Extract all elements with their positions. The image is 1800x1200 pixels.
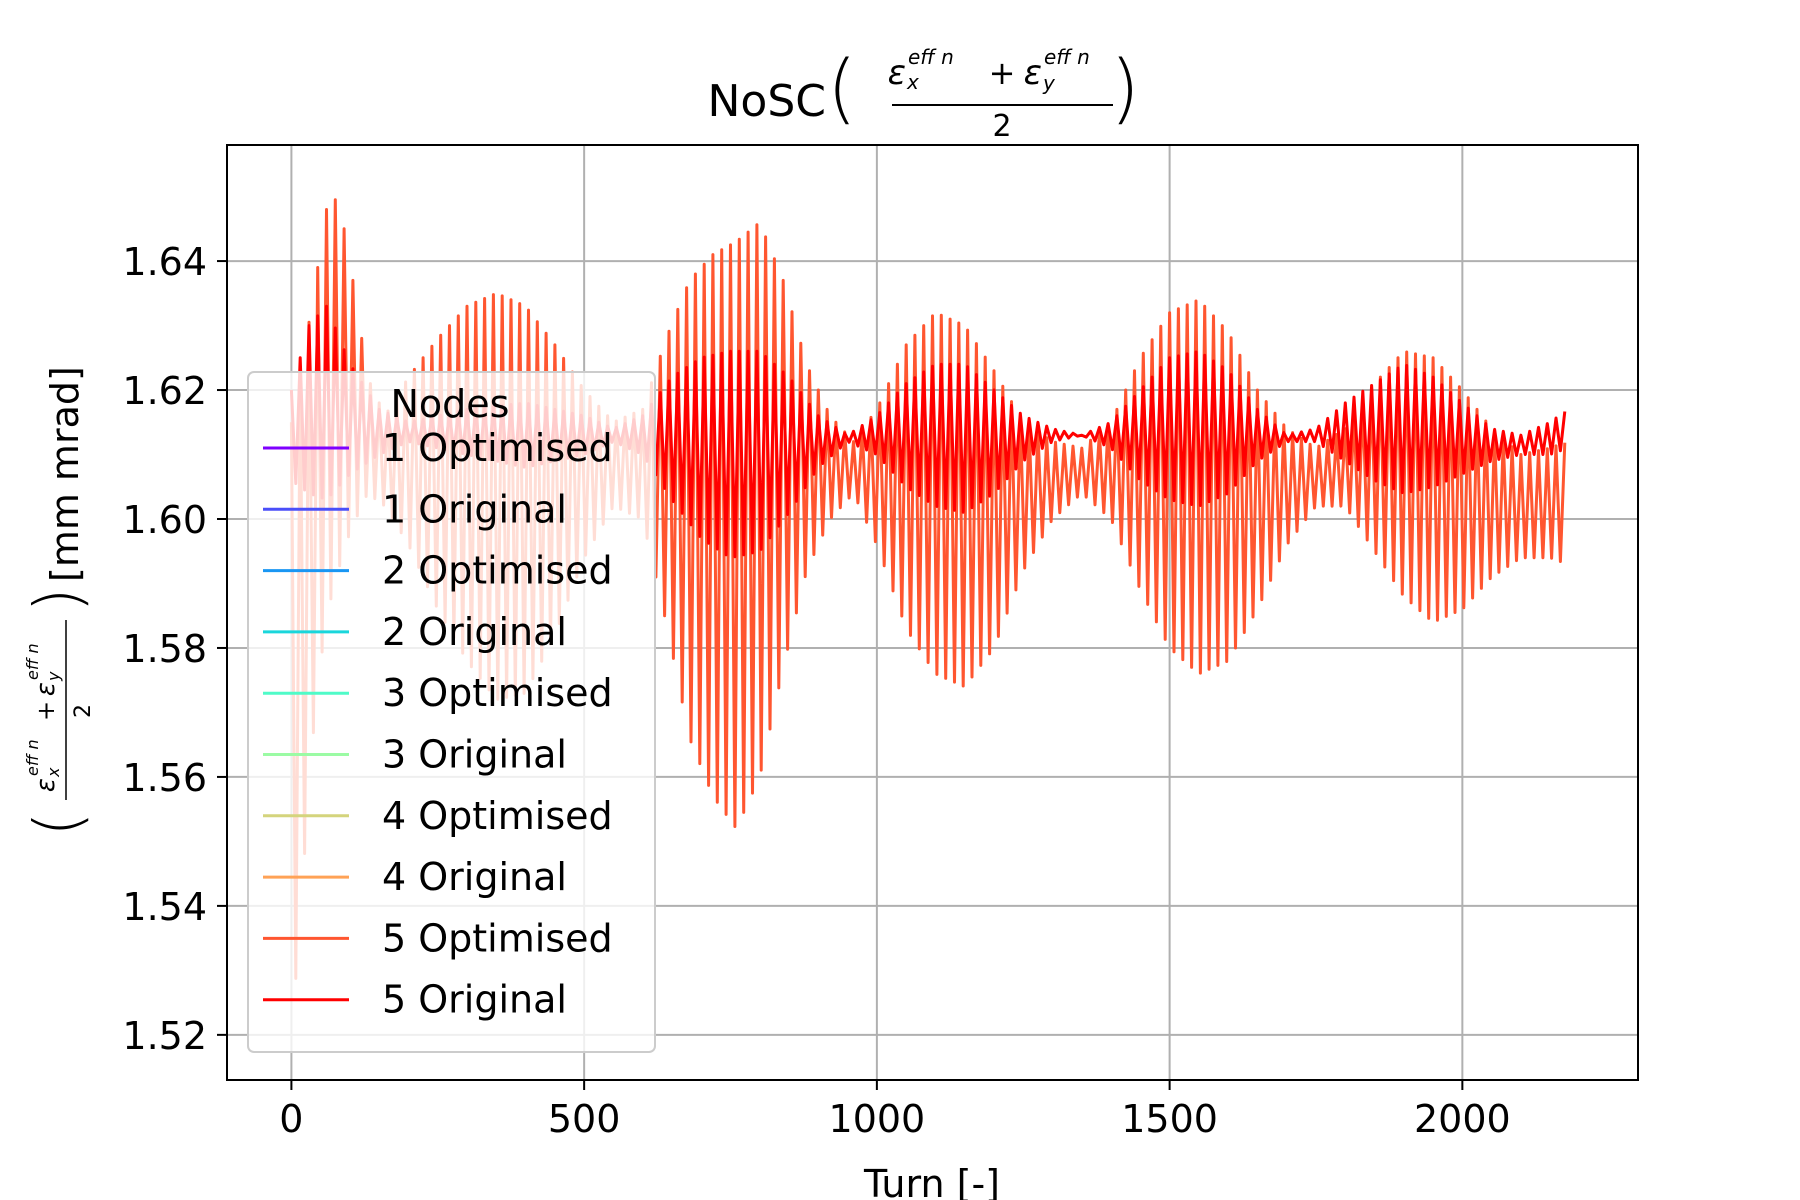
- x-axis: 0 500 1000 1500 2000: [279, 1080, 1511, 1141]
- x-tick-label: 1500: [1121, 1097, 1218, 1141]
- ylabel-open-paren: (: [22, 812, 96, 837]
- y-tick-label: 1.64: [122, 240, 207, 284]
- legend-entry: 5 Optimised: [263, 916, 613, 960]
- legend-label: 1 Original: [382, 487, 567, 531]
- y-tick-label: 1.52: [122, 1014, 207, 1058]
- title-sub-y: y: [1042, 71, 1056, 95]
- ylabel-sup-x: eff n: [23, 739, 42, 776]
- title-denominator: 2: [992, 109, 1011, 144]
- legend-entry: 3 Original: [263, 733, 567, 777]
- title-sup-y: eff n: [1044, 45, 1090, 69]
- chart-title: NoSC ( ε x eff n + ε y eff n 2 ): [708, 43, 1140, 144]
- y-tick-label: 1.62: [122, 369, 207, 413]
- x-tick-label: 2000: [1414, 1097, 1511, 1141]
- legend-entry: 2 Optimised: [263, 549, 613, 593]
- legend-entry: 2 Original: [263, 610, 567, 654]
- legend-label: 5 Optimised: [382, 916, 613, 960]
- ylabel-sub-y: y: [44, 671, 63, 682]
- y-tick-label: 1.58: [122, 627, 207, 671]
- legend-entry: 1 Optimised: [263, 426, 613, 470]
- legend-label: 2 Optimised: [382, 549, 613, 593]
- axes-frame: [226, 144, 1639, 1081]
- title-open-paren: (: [827, 43, 857, 132]
- ylabel-sup-y: eff n: [23, 643, 42, 680]
- legend-title: Nodes: [391, 382, 510, 426]
- title-numerator: ε x eff n + ε y eff n: [888, 45, 1090, 95]
- title-eps-y: ε: [1024, 53, 1042, 93]
- legend-label: 3 Original: [382, 733, 567, 777]
- legend-entry: 1 Original: [263, 487, 567, 531]
- legend-entry: 5 Original: [263, 978, 567, 1022]
- legend-label: 2 Original: [382, 610, 567, 654]
- legend-label: 4 Optimised: [382, 794, 613, 838]
- y-tick-label: 1.56: [122, 756, 207, 800]
- legend-label: 4 Original: [382, 855, 567, 899]
- legend: Nodes 1 Optimised 1 Original 2 Optimised 2 …: [247, 371, 656, 1053]
- y-tick-label: 1.60: [122, 498, 207, 542]
- ylabel-denominator: 2: [71, 704, 96, 718]
- y-axis: 1.52 1.54 1.56 1.58 1.60 1.62 1.64: [122, 240, 227, 1058]
- ylabel-plus: +: [32, 701, 60, 721]
- title-sup-x: eff n: [908, 45, 954, 69]
- legend-box: [247, 371, 656, 1053]
- legend-entry: 3 Optimised: [263, 671, 613, 715]
- ylabel-eps-y: ε: [31, 682, 61, 696]
- ylabel-unit: [mm mrad]: [43, 366, 87, 582]
- legend-entry: 4 Optimised: [263, 794, 613, 838]
- y-tick-label: 1.54: [122, 885, 207, 929]
- title-eps-x: ε: [888, 53, 906, 93]
- x-tick-label: 500: [548, 1097, 621, 1141]
- x-tick-label: 1000: [829, 1097, 926, 1141]
- title-close-paren: ): [1110, 43, 1140, 132]
- legend-entry: 4 Original: [263, 855, 567, 899]
- legend-label: 5 Original: [382, 978, 567, 1022]
- x-axis-label: Turn [-]: [863, 1162, 1000, 1200]
- ylabel-close-paren: ): [22, 588, 96, 613]
- title-sub-x: x: [906, 70, 919, 94]
- legend-entries: 1 Optimised 1 Original 2 Optimised 2 Origin…: [263, 426, 613, 1022]
- ylabel-sub-x: x: [44, 767, 63, 778]
- legend-label: 3 Optimised: [382, 671, 613, 715]
- title-plus: +: [989, 54, 1016, 92]
- legend-label: 1 Optimised: [382, 426, 613, 470]
- x-tick-label: 0: [279, 1097, 303, 1141]
- ylabel-eps-x: ε: [31, 778, 61, 792]
- chart-title-text: NoSC: [708, 76, 827, 127]
- y-axis-label: ( ε x eff n + ε y eff n 2 ) [mm mrad]: [22, 366, 96, 836]
